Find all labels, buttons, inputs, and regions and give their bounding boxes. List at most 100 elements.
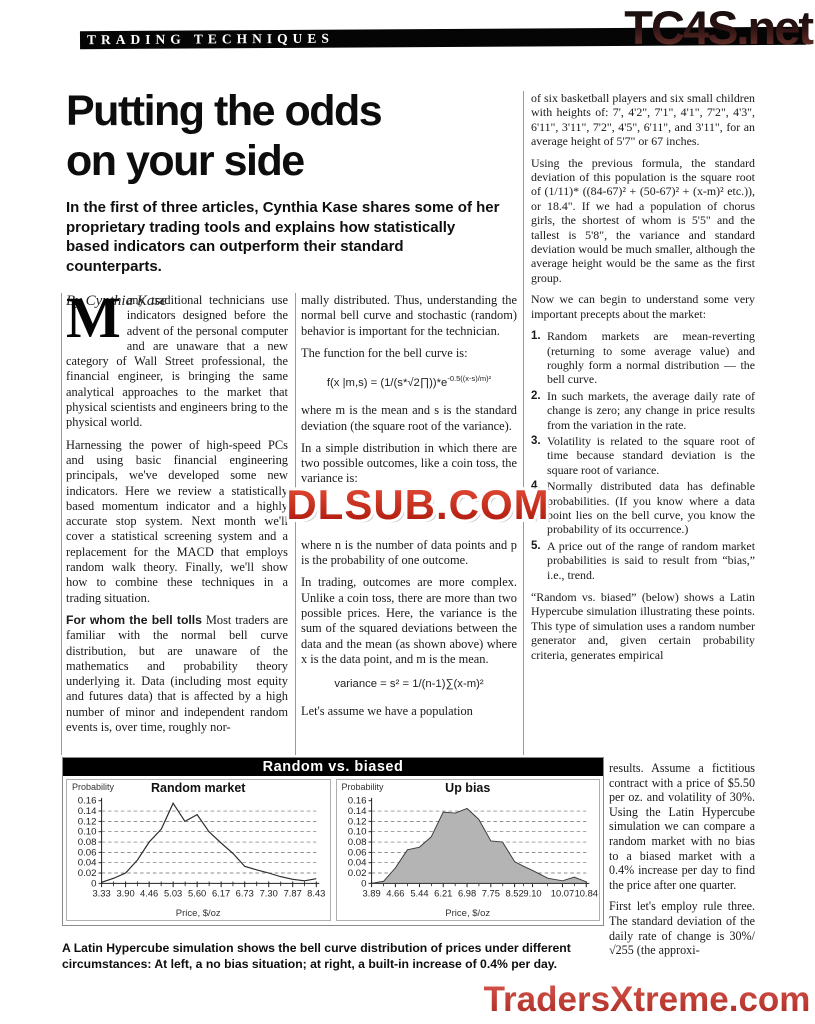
svg-text:0: 0 [361,879,366,889]
svg-text:7.30: 7.30 [260,889,278,899]
chart-panel-up-bias: Probability Up bias 0 0.02 0.04 0.06 0.08 0.1… [335,779,600,921]
random-market-chart: 00.020.040.060.080.100.120.140.16 3.33 3.9… [78,796,326,899]
chart-panel-random-market: Probability Random market 0 0.02 0.04 0.06 0… [66,779,331,921]
paragraph: where m is the mean and s is the standar… [301,403,517,433]
watermark-dlsub-shadow: DLSUB.COM [289,484,552,531]
figure-random-vs-biased: Random vs. biased Probability Random mar… [62,757,604,926]
svg-text:10.84: 10.84 [574,889,597,899]
chart-title: Up bias [445,781,491,795]
svg-text:6.98: 6.98 [457,889,475,899]
svg-text:0.14: 0.14 [347,806,366,816]
column-rule-1-2 [295,293,296,755]
paragraph: mally distributed. Thus, understanding t… [301,293,517,338]
precepts-list: 1. Random markets are mean-reverting (ret… [531,329,755,582]
svg-text:10.07: 10.07 [550,889,573,899]
y-axis-title: Probability [72,782,115,792]
watermark-traders-shadow: TradersXtreme.com [486,982,813,1021]
paragraph: “Random vs. biased” (below) shows a Lati… [531,590,755,662]
watermark-traders-text: TradersXtreme.com [484,980,811,1019]
paragraph: For whom the bell tolls Most traders are… [66,612,288,735]
svg-text:5.60: 5.60 [188,889,206,899]
svg-text:0.14: 0.14 [78,806,97,816]
svg-text:7.87: 7.87 [284,889,302,899]
paragraph: In a simple distribution in which there … [301,440,517,486]
column-rule-2-3 [523,91,524,755]
body-column-3: of six basketball players and six small … [531,91,755,757]
svg-text:0.06: 0.06 [78,848,97,858]
list-item: 2. In such markets, the average daily rat… [531,388,755,432]
svg-text:5.44: 5.44 [410,889,428,899]
svg-text:3.33: 3.33 [92,889,110,899]
x-axis-title: Price, $/oz [175,908,221,919]
figure-caption: A Latin Hypercube simulation shows the b… [62,941,571,971]
body-column-2: mally distributed. Thus, understanding t… [301,293,517,757]
article-header: Putting the odds on your side In the fir… [66,86,506,310]
body-column-3-narrow: results. Assume a fictitious contract wi… [609,761,755,1013]
svg-text:0.02: 0.02 [78,868,97,878]
watermark-dlsub: DLSUB.COM DLSUB.COM [250,472,586,545]
svg-text:0.16: 0.16 [347,796,366,806]
paragraph: of six basketball players and six small … [531,91,755,149]
svg-text:0.12: 0.12 [347,817,366,827]
subhead-lead-in: For whom the bell tolls [66,612,202,627]
dropcap: M [66,293,121,350]
standfirst: In the first of three articles, Cynthia … [66,199,500,275]
watermark-tc4s: TC4S.net [558,0,815,63]
svg-text:6.21: 6.21 [434,889,452,899]
svg-text:8.43: 8.43 [307,889,325,899]
byline: By Cynthia Kase [66,293,167,309]
figure-title: Random vs. biased [262,759,404,775]
list-item: 5. A price out of the range of random mar… [531,538,755,582]
bell-curve-formula: f(x |m,s) = (1/(s*√2∏))*e-0.5((x-s)/m)² [326,374,492,389]
svg-text:0.06: 0.06 [347,848,366,858]
svg-text:3.90: 3.90 [116,889,134,899]
watermark-tradersxtreme: TradersXtreme.com TradersXtreme.com [478,976,815,1024]
paragraph: Harnessing the power of high-speed PCs a… [66,437,288,605]
up-bias-chart: 00.020.040.060.080.100.120.140.16 3.89 4.6… [347,796,597,899]
svg-text:0: 0 [91,879,96,889]
x-axis-title: Price, $/oz [445,908,491,919]
svg-text:3.89: 3.89 [362,889,380,899]
page-title: Putting the odds on your side [66,86,506,186]
figure-title-bar: Random vs. biased [63,758,603,776]
title-line-2: on your side [66,137,305,185]
paragraph: The function for the bell curve is: [301,345,468,360]
svg-text:0.12: 0.12 [78,817,97,827]
list-item: 3. Volatility is related to the square ro… [531,433,755,477]
svg-text:8.52: 8.52 [505,889,523,899]
chart-panels: Probability Random market 0 0.02 0.04 0.06 0… [63,776,603,925]
svg-text:0.08: 0.08 [78,837,97,847]
svg-text:0.04: 0.04 [78,858,97,868]
y-axis-title: Probability [341,782,384,792]
svg-text:0.04: 0.04 [347,858,366,868]
paragraph: In trading, outcomes are more complex. U… [301,575,517,666]
watermark-dlsub-text: DLSUB.COM [286,481,549,528]
svg-text:5.03: 5.03 [164,889,182,899]
svg-text:0.10: 0.10 [78,827,97,837]
list-item: 1. Random markets are mean-reverting (ret… [531,329,755,387]
paragraph: Now we can begin to understand some very… [531,292,755,321]
section-title: TRADING TECHNIQUES [86,30,334,48]
chart-title: Random market [151,781,246,795]
paragraph: Let's assume we have a population [301,704,473,719]
svg-text:6.17: 6.17 [212,889,230,899]
svg-text:9.10: 9.10 [523,889,541,899]
list-item: 4. Normally distributed data has definabl… [531,479,755,537]
svg-text:0.02: 0.02 [347,868,366,878]
variance-formula: variance = s² = 1/(n-1)∑(x-m)² [334,678,484,691]
watermark-tc4s-text: TC4S.net [624,1,814,54]
svg-text:7.75: 7.75 [481,889,499,899]
svg-text:0.16: 0.16 [78,796,97,806]
title-line-1: Putting the odds [66,87,383,135]
svg-text:4.46: 4.46 [140,889,158,899]
svg-text:6.73: 6.73 [236,889,254,899]
svg-text:0.08: 0.08 [347,837,366,847]
svg-text:0.10: 0.10 [347,827,366,837]
paragraph: First let's employ rule three. The stand… [609,899,755,958]
svg-text:4.66: 4.66 [386,889,404,899]
paragraph: results. Assume a fictitious contract wi… [609,761,755,892]
column-rule-left [61,293,62,755]
